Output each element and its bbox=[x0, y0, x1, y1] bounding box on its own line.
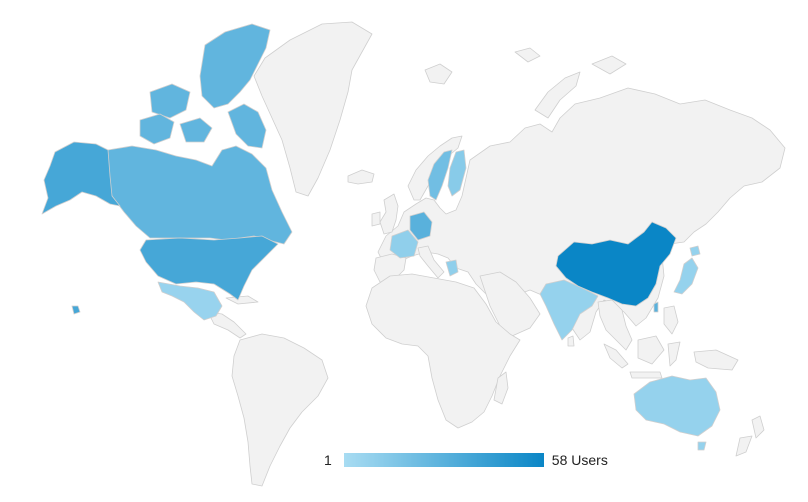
region-banks-island[interactable] bbox=[139, 113, 175, 145]
region-canada-arctic[interactable] bbox=[199, 23, 271, 109]
region-alaska[interactable] bbox=[41, 141, 121, 215]
region-sumatra[interactable] bbox=[603, 343, 629, 369]
region-svalbard[interactable] bbox=[424, 63, 453, 85]
region-new-zealand-south[interactable] bbox=[735, 435, 753, 457]
region-uk[interactable] bbox=[379, 193, 399, 235]
region-africa[interactable] bbox=[365, 273, 521, 429]
region-victoria-island[interactable] bbox=[149, 83, 191, 119]
region-mexico[interactable] bbox=[157, 281, 223, 321]
legend-gradient-bar bbox=[343, 453, 544, 467]
region-philippines[interactable] bbox=[663, 305, 679, 335]
region-borneo[interactable] bbox=[637, 335, 665, 365]
region-greenland[interactable] bbox=[253, 21, 373, 197]
color-legend: 1 58 Users bbox=[324, 450, 608, 470]
region-franz-josef[interactable] bbox=[514, 47, 541, 63]
region-usa[interactable] bbox=[139, 235, 279, 301]
region-italy[interactable] bbox=[417, 245, 445, 279]
region-cuba[interactable] bbox=[225, 295, 259, 305]
region-tasmania[interactable] bbox=[697, 441, 707, 451]
region-sulawesi[interactable] bbox=[667, 341, 681, 367]
region-france[interactable] bbox=[389, 229, 419, 259]
region-arabia[interactable] bbox=[479, 271, 541, 337]
region-sweden[interactable] bbox=[427, 149, 453, 201]
region-java[interactable] bbox=[629, 371, 663, 379]
region-se-asia[interactable] bbox=[597, 299, 633, 351]
legend-max-label: 58 Users bbox=[551, 452, 608, 468]
region-ellesmere-small[interactable] bbox=[179, 117, 213, 143]
region-greece[interactable] bbox=[445, 259, 459, 277]
legend-min-label: 1 bbox=[324, 452, 332, 468]
region-ireland[interactable] bbox=[371, 211, 381, 227]
region-china[interactable] bbox=[555, 221, 677, 307]
region-novaya-zemlya[interactable] bbox=[534, 71, 581, 119]
region-taiwan[interactable] bbox=[653, 301, 659, 313]
region-finland[interactable] bbox=[447, 149, 467, 197]
region-japan-hokkaido[interactable] bbox=[689, 245, 701, 257]
region-australia[interactable] bbox=[633, 375, 721, 437]
region-sri-lanka[interactable] bbox=[567, 335, 575, 347]
region-baffin-island[interactable] bbox=[227, 103, 267, 149]
region-hawaii[interactable] bbox=[71, 305, 81, 315]
region-severnaya-zemlya[interactable] bbox=[591, 55, 627, 75]
region-south-america[interactable] bbox=[231, 333, 329, 487]
region-central-america[interactable] bbox=[207, 311, 247, 339]
region-new-zealand-north[interactable] bbox=[751, 415, 765, 439]
region-madagascar[interactable] bbox=[493, 371, 509, 405]
region-new-guinea[interactable] bbox=[693, 349, 739, 371]
region-japan-honshu[interactable] bbox=[673, 257, 699, 295]
region-canada[interactable] bbox=[105, 145, 293, 245]
region-germany[interactable] bbox=[409, 211, 433, 241]
region-iceland[interactable] bbox=[347, 169, 375, 185]
